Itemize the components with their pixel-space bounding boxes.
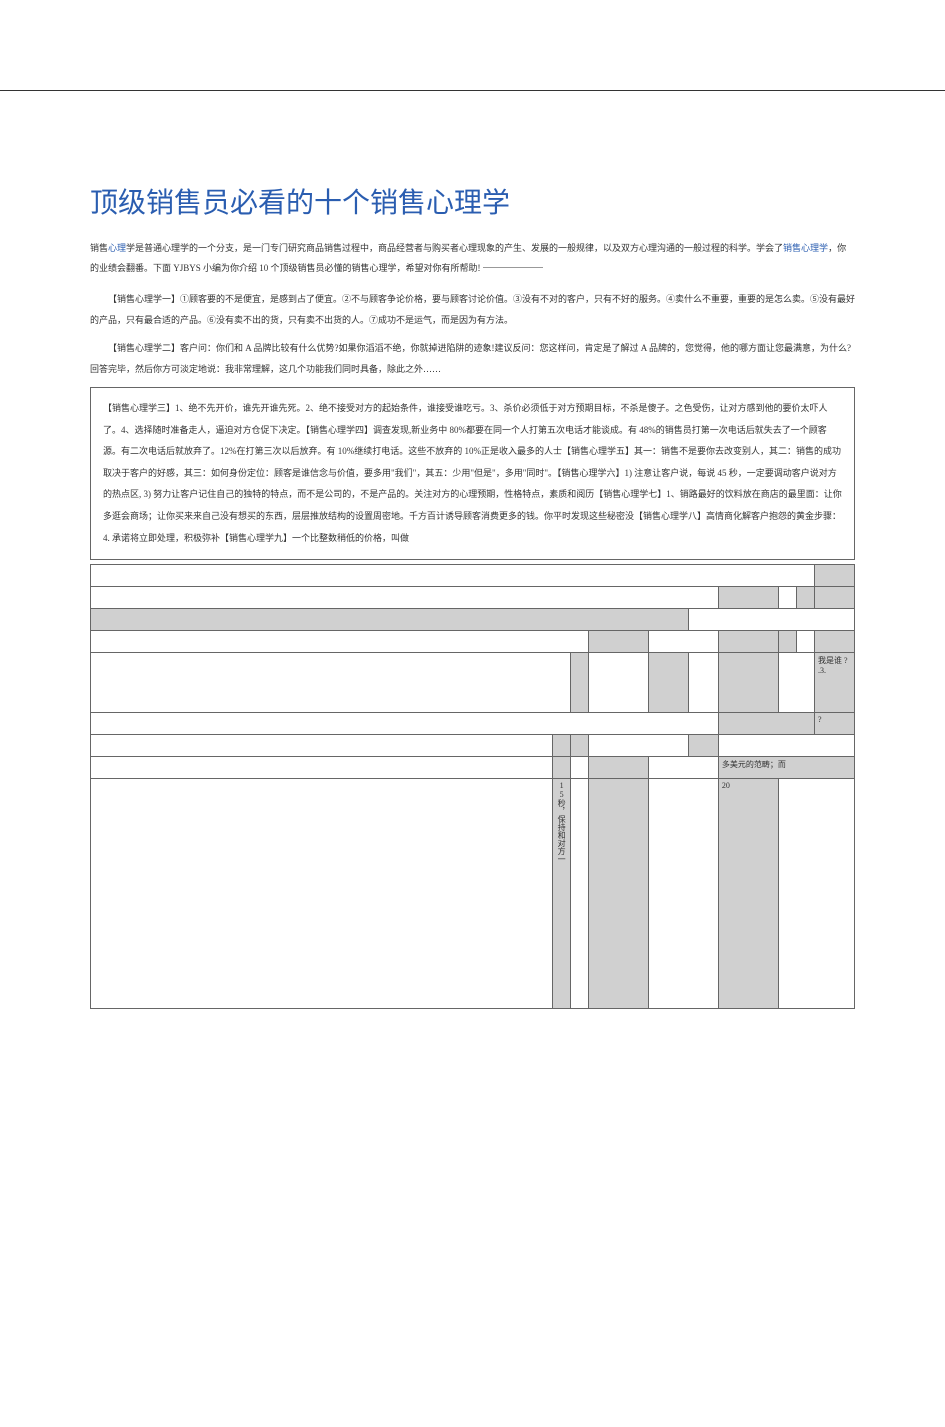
table-row: 15秒，保持和对方一 20: [91, 779, 855, 1009]
cell-grey: [570, 735, 588, 757]
cell-vertical-text: 15秒，保持和对方一: [552, 779, 570, 1009]
table-row: [91, 609, 855, 631]
cell-text: 多美元的范畴；而: [718, 757, 854, 779]
layout-table: 我是谁 ? .3. ?: [90, 564, 855, 1009]
intro-text-2: 学是普通心理学的一个分支，是一门专门研究商品销售过程中，商品经营者与购买者心理现…: [126, 243, 783, 253]
cell: [570, 779, 588, 1009]
cell: [91, 735, 553, 757]
cell-grey: [588, 757, 648, 779]
cell: [778, 587, 796, 609]
cell-number: 20: [718, 779, 778, 1009]
cell-grey: [570, 653, 588, 713]
cell-grey: [648, 653, 688, 713]
cell-grey: [718, 631, 778, 653]
keyword-sales-psychology: 销售心理学: [783, 243, 828, 253]
paragraph-1: 【销售心理学一】①顾客要的不是便宜，是感到占了便宜。②不与顾客争论价格，要与顾客…: [90, 289, 855, 332]
cell: [91, 779, 553, 1009]
table-row: 我是谁 ? .3.: [91, 653, 855, 713]
cell-grey: [91, 609, 689, 631]
intro-text-1: 销售: [90, 243, 108, 253]
page-title: 顶级销售员必看的十个销售心理学: [90, 181, 855, 221]
cell-grey: [778, 631, 796, 653]
cell-text: ?: [815, 713, 855, 735]
cell-grey: [718, 713, 814, 735]
table-row: 多美元的范畴；而: [91, 757, 855, 779]
cell: [91, 757, 553, 779]
cell-grey: [588, 779, 648, 1009]
cell-grey: [718, 587, 778, 609]
cell: [91, 587, 719, 609]
cell: [778, 779, 854, 1009]
cell-grey: [552, 735, 570, 757]
vertical-text: 15秒，保持和对方一: [556, 781, 567, 863]
paragraph-2: 【销售心理学二】客户问：你们和 A 品牌比较有什么优势?如果你滔滔不绝，你就掉进…: [90, 338, 855, 381]
cell-text: 我是谁 ? .3.: [815, 653, 855, 713]
cell: [778, 653, 814, 713]
cell-grey: [588, 631, 648, 653]
cell: [588, 653, 648, 713]
intro-paragraph: 销售心理学是普通心理学的一个分支，是一门专门研究商品销售过程中，商品经营者与购买…: [90, 239, 855, 279]
cell-grey: [815, 565, 855, 587]
cell: [91, 713, 719, 735]
cell: [718, 735, 854, 757]
cell: [796, 631, 814, 653]
cell: [648, 757, 718, 779]
cell: [688, 653, 718, 713]
cell: [688, 609, 854, 631]
table-row: [91, 631, 855, 653]
table-region: 我是谁 ? .3. ?: [90, 564, 855, 1009]
cell-grey: [815, 631, 855, 653]
cell: [91, 565, 815, 587]
cell-grey: [796, 587, 814, 609]
cell: [570, 757, 588, 779]
cell: [648, 631, 718, 653]
cell: [91, 631, 589, 653]
cell-grey: [815, 587, 855, 609]
table-row: [91, 735, 855, 757]
table-row: [91, 565, 855, 587]
cell-grey: [552, 757, 570, 779]
cell: [648, 779, 718, 1009]
cell: [588, 735, 688, 757]
cell: [91, 653, 571, 713]
intro-divider: [483, 267, 543, 268]
cell-grey: [718, 653, 778, 713]
cell-grey: [688, 735, 718, 757]
keyword-psychology: 心理: [108, 243, 126, 253]
table-row: [91, 587, 855, 609]
boxed-content: 【销售心理学三】1、绝不先开价，谁先开谁先死。2、绝不接受对方的起始条件，谁接受…: [90, 387, 855, 560]
document-page: 顶级销售员必看的十个销售心理学 销售心理学是普通心理学的一个分支，是一门专门研究…: [0, 90, 945, 1049]
table-row: ?: [91, 713, 855, 735]
